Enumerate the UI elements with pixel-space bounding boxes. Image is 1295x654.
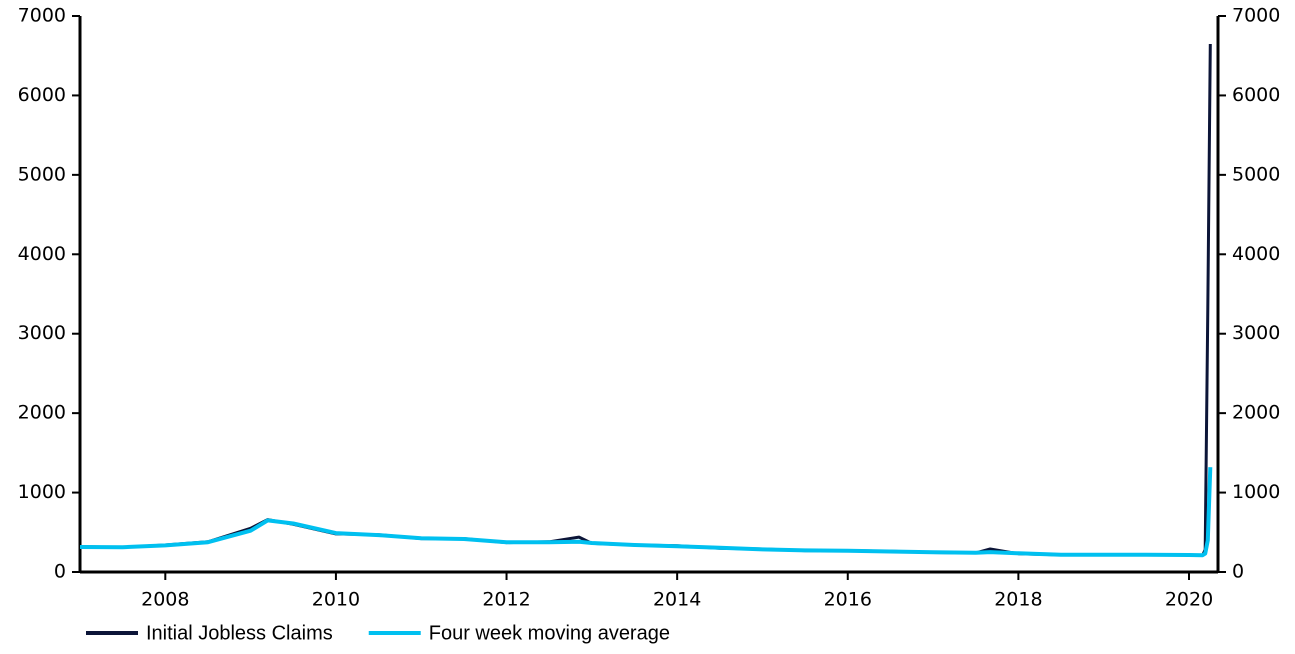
y2-tick-label: 6000 bbox=[1232, 84, 1280, 106]
x-tick-label: 2020 bbox=[1165, 589, 1213, 611]
y2-tick-label: 5000 bbox=[1232, 163, 1280, 185]
x-tick-label: 2014 bbox=[653, 589, 701, 611]
y2-tick-label: 1000 bbox=[1232, 481, 1280, 503]
y2-tick-label: 2000 bbox=[1232, 402, 1280, 424]
series-line bbox=[79, 43, 1212, 557]
y-tick-label: 5000 bbox=[18, 163, 66, 185]
x-tick-label: 2008 bbox=[141, 589, 189, 611]
x-tick-label: 2018 bbox=[994, 589, 1042, 611]
y2-tick-label: 3000 bbox=[1232, 322, 1280, 344]
y-tick-label: 3000 bbox=[18, 322, 66, 344]
y2-tick-label: 4000 bbox=[1232, 243, 1280, 265]
x-tick-label: 2010 bbox=[312, 589, 360, 611]
legend-label: Initial Jobless Claims bbox=[146, 622, 333, 644]
x-tick-label: 2012 bbox=[482, 589, 530, 611]
legend-label: Four week moving average bbox=[429, 622, 670, 644]
y-tick-label: 1000 bbox=[18, 481, 66, 503]
y-tick-label: 0 bbox=[54, 561, 66, 583]
y-tick-label: 2000 bbox=[18, 402, 66, 424]
x-tick-label: 2016 bbox=[824, 589, 872, 611]
y2-tick-label: 0 bbox=[1232, 561, 1244, 583]
y2-tick-label: 7000 bbox=[1232, 5, 1280, 27]
y-tick-label: 7000 bbox=[18, 5, 66, 27]
series-line bbox=[79, 467, 1213, 558]
y-tick-label: 6000 bbox=[18, 84, 66, 106]
y-tick-label: 4000 bbox=[18, 243, 66, 265]
